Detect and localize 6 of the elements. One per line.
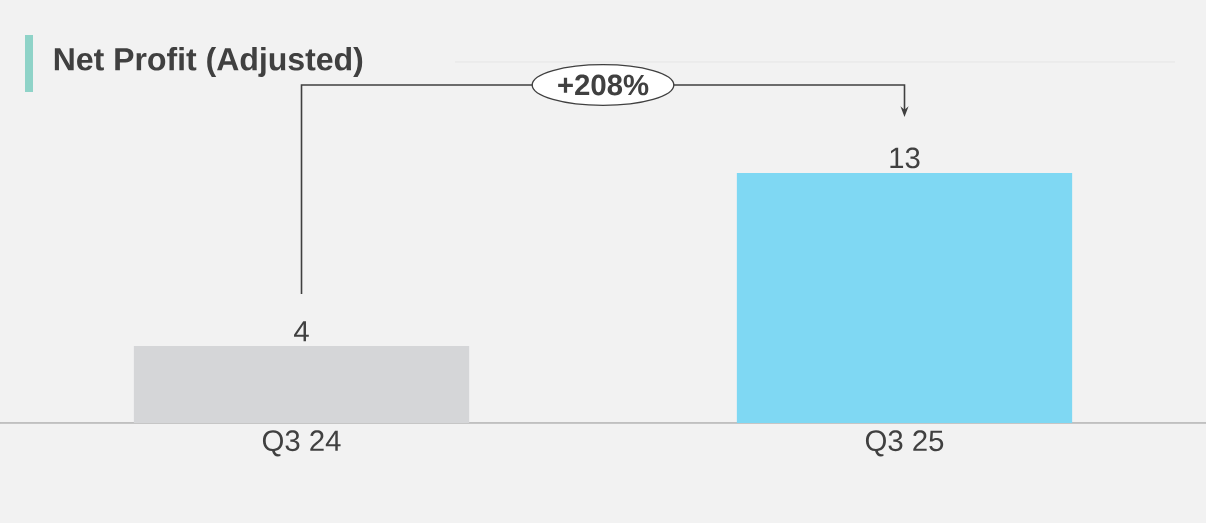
data-label: 13: [890, 147, 920, 169]
x-tick-label: Q3 24: [262, 430, 341, 457]
x-tick-label: Q3 25: [865, 430, 944, 457]
chart-title: Net Profit (Adjusted): [54, 47, 363, 77]
data-label: 4: [294, 321, 309, 342]
text: +208%: [558, 74, 649, 96]
